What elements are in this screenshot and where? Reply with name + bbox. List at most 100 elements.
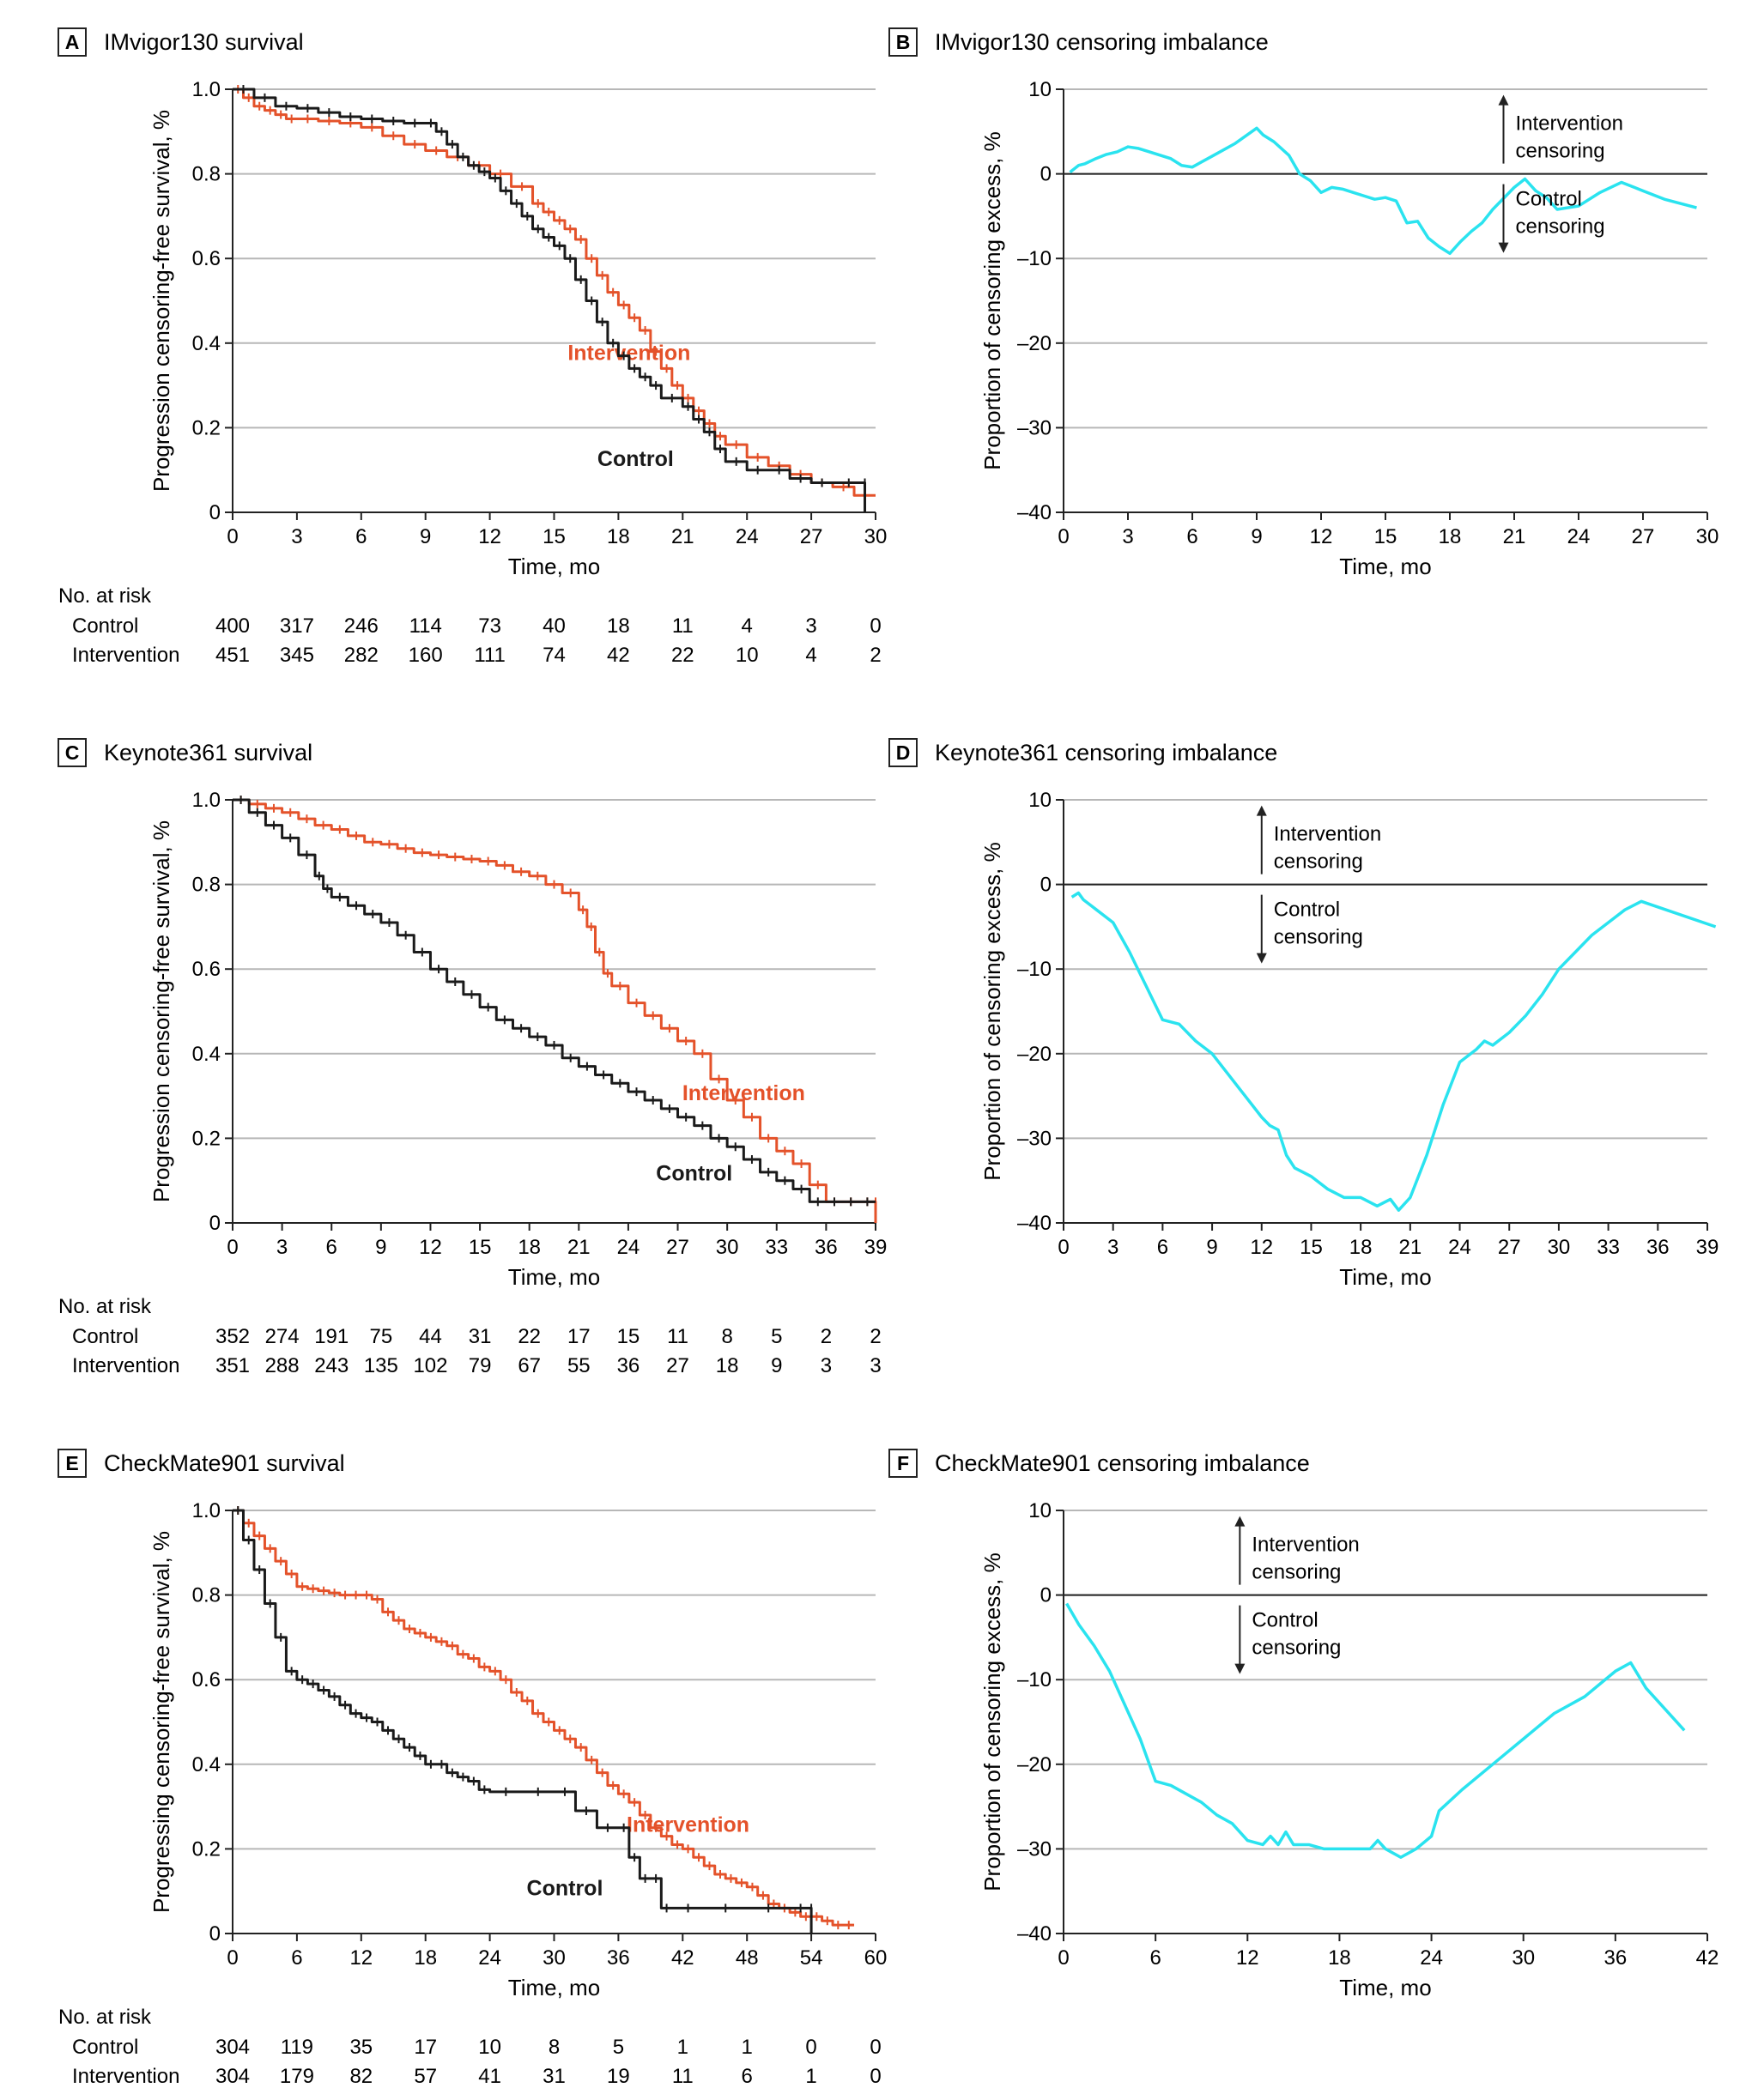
x-tick-label: 24: [736, 525, 759, 548]
at-risk-control-value: 119: [281, 2036, 313, 2059]
y-axis-label: Progression censoring-free survival, %: [149, 820, 174, 1202]
series-line-censoring-imbalance: [1069, 126, 1697, 256]
x-tick-label: 12: [349, 1946, 373, 1970]
x-tick-label: 30: [1548, 1236, 1571, 1259]
y-tick-label: 0.2: [192, 416, 221, 439]
x-tick-label: 12: [478, 525, 501, 548]
x-tick-label: 0: [1058, 1946, 1069, 1970]
x-tick-label: 18: [414, 1946, 437, 1970]
at-risk-intervention-value: 55: [567, 1354, 591, 1377]
panel-letter-box: [888, 27, 918, 57]
x-tick-label: 18: [607, 525, 630, 548]
panel-letter-box: [58, 27, 87, 57]
at-risk-control-value: 191: [314, 1325, 349, 1348]
x-tick-label: 39: [1696, 1236, 1719, 1259]
series-line-control: [233, 798, 876, 1203]
series-line-intervention: [233, 1509, 855, 1927]
at-risk-intervention-value: 304: [215, 2065, 250, 2088]
y-tick-label: 0.8: [192, 1584, 221, 1607]
at-risk-intervention-value: 345: [280, 644, 314, 667]
y-tick-label: 0.2: [192, 1127, 221, 1150]
x-tick-label: 9: [375, 1236, 386, 1259]
at-risk-control-value: 3: [805, 614, 816, 638]
panel-letter: C: [65, 741, 80, 764]
at-risk-intervention-value: 57: [414, 2065, 437, 2088]
x-tick-label: 36: [1604, 1946, 1628, 1970]
series-label-intervention: Intervention: [682, 1081, 805, 1105]
panel-letter-box: [58, 1449, 87, 1478]
at-risk-control-value: 0: [805, 2036, 816, 2059]
x-tick-label: 48: [736, 1946, 759, 1970]
y-tick-label: 10: [1028, 789, 1052, 812]
series-line-censoring-imbalance: [1065, 1602, 1686, 1860]
y-tick-label: –10: [1017, 1668, 1052, 1691]
at-risk-intervention-label: Intervention: [72, 2065, 179, 2088]
x-tick-label: 24: [1448, 1236, 1471, 1259]
panel-letter: B: [896, 31, 911, 53]
x-tick-label: 24: [1420, 1946, 1443, 1970]
x-tick-label: 36: [607, 1946, 630, 1970]
x-axis-label: Time, mo: [508, 1975, 600, 2000]
at-risk-control-value: 31: [469, 1325, 492, 1348]
x-tick-label: 0: [227, 525, 238, 548]
y-tick-label: 10: [1028, 78, 1052, 101]
at-risk-intervention-value: 42: [607, 644, 630, 667]
chart-title: IMvigor130 censoring imbalance: [935, 29, 1269, 55]
y-tick-label: 0: [1040, 1584, 1052, 1607]
at-risk-intervention-label: Intervention: [72, 1354, 179, 1377]
y-axis-label: Proportion of censoring excess, %: [979, 131, 1005, 470]
y-tick-label: –20: [1017, 332, 1052, 355]
y-tick-label: –10: [1017, 247, 1052, 270]
x-tick-label: 30: [543, 1946, 566, 1970]
at-risk-intervention-value: 31: [543, 2065, 566, 2088]
chart-e: E CheckMate901 survival 0 0.2 0.4 0.6 0.8 1.0 0 6…: [58, 1449, 887, 2088]
x-tick-label: 42: [1696, 1946, 1719, 1970]
x-axis-label: Time, mo: [508, 554, 600, 579]
at-risk-control-value: 8: [549, 2036, 560, 2059]
x-tick-label: 12: [1310, 525, 1333, 548]
annotation-up-line2: censoring: [1252, 1561, 1341, 1584]
panel-letter: D: [896, 741, 911, 764]
x-tick-label: 42: [671, 1946, 694, 1970]
at-risk-intervention-value: 41: [478, 2065, 501, 2088]
y-tick-label: –30: [1017, 1127, 1052, 1150]
x-tick-label: 18: [518, 1236, 541, 1259]
arrow-down-head: [1234, 1663, 1246, 1674]
at-risk-control-value: 11: [672, 614, 694, 638]
at-risk-control-value: 274: [265, 1325, 300, 1348]
at-risk-intervention-value: 79: [469, 1354, 492, 1377]
annotation-down-line2: censoring: [1274, 926, 1363, 949]
y-tick-label: 1.0: [192, 1499, 221, 1522]
panel-letter: F: [897, 1452, 909, 1474]
arrow-up-head: [1234, 1516, 1246, 1527]
x-tick-label: 27: [1632, 525, 1655, 548]
x-tick-label: 30: [716, 1236, 739, 1259]
x-tick-label: 33: [765, 1236, 788, 1259]
panel-letter-box: [888, 1449, 918, 1478]
series-line-censoring-imbalance: [1070, 891, 1717, 1212]
x-tick-label: 21: [671, 525, 694, 548]
y-tick-label: 0.2: [192, 1837, 221, 1861]
at-risk-control-value: 2: [870, 1325, 881, 1348]
x-tick-label: 9: [1251, 525, 1262, 548]
y-tick-label: 0.6: [192, 1668, 221, 1691]
x-tick-label: 0: [227, 1946, 238, 1970]
y-tick-label: –10: [1017, 958, 1052, 981]
y-tick-label: 0.4: [192, 1043, 221, 1066]
x-tick-label: 12: [1250, 1236, 1273, 1259]
y-tick-label: 0: [1040, 874, 1052, 897]
annotation-up-line2: censoring: [1516, 140, 1605, 163]
at-risk-control-value: 1: [677, 2036, 688, 2059]
at-risk-control-value: 11: [667, 1325, 688, 1348]
x-tick-label: 12: [419, 1236, 442, 1259]
at-risk-heading: No. at risk: [58, 584, 152, 608]
at-risk-intervention-value: 102: [413, 1354, 447, 1377]
annotation-up-line2: censoring: [1274, 850, 1363, 874]
x-tick-label: 15: [1374, 525, 1397, 548]
x-tick-label: 12: [1236, 1946, 1259, 1970]
at-risk-intervention-value: 2: [870, 644, 881, 667]
at-risk-intervention-value: 1: [805, 2065, 816, 2088]
at-risk-intervention-value: 3: [821, 1354, 832, 1377]
y-tick-label: –30: [1017, 1837, 1052, 1861]
